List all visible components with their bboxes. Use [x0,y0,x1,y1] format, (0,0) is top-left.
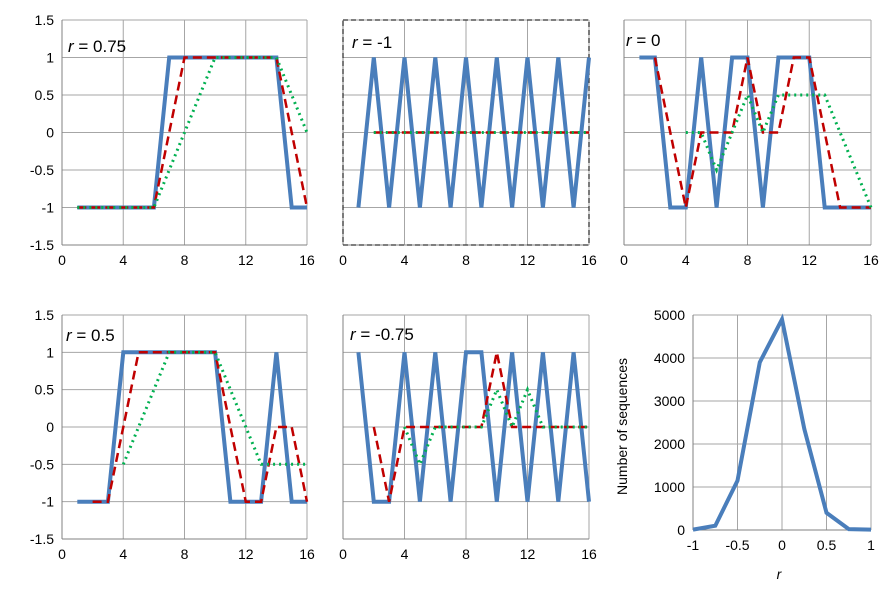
x-tick-label: 8 [462,546,470,562]
y-tick-label: -1 [42,200,55,216]
y-tick-label: 5000 [654,307,685,323]
y-tick-label: 0.5 [35,382,55,398]
y-tick-label: 0 [677,522,685,538]
series-line-green [685,91,873,209]
x-tick-label: 8 [181,546,189,562]
y-tick-label: -0.5 [30,456,54,472]
y-tick-label: 1000 [654,479,685,495]
y-tick-label: -1 [42,494,55,510]
y-tick-label: 1.5 [35,12,55,28]
y-tick-label: 0 [46,125,54,141]
x-tick-label: 12 [801,252,817,268]
series-line-blue [692,313,872,532]
x-tick-label: 4 [682,252,690,268]
series-line-blue [77,350,307,504]
chart-panel-4: 0 4 8 12 16 1.5 1 0.5 0 -0.5 -1 -1.5 r = 0.5 [30,307,315,562]
x-tick-label: 4 [401,546,409,562]
x-tick-label: 0 [339,546,347,562]
x-tick-label: 16 [299,252,315,268]
y-tick-label: 0.5 [35,87,55,103]
panel-annotation: r = 0.5 [66,326,115,345]
x-tick-label: 8 [744,252,752,268]
y-axis-label: Number of sequences [614,358,630,495]
x-tick-label: 0 [620,252,628,268]
x-tick-label: 4 [119,546,127,562]
chart-panel-1: 0 4 8 12 16 1.5 1 0.5 0 -0.5 -1 -1.5 r = 0.75 [30,12,315,268]
x-tick-label: 12 [238,252,254,268]
x-tick-label: 4 [401,252,409,268]
panel-dashed-border [342,19,590,246]
x-tick-label: 0 [58,252,66,268]
chart-panel-2: 0 4 8 12 16 r = -1 [339,19,597,268]
x-tick-label: 0 [339,252,347,268]
panel-annotation: r = -0.75 [350,325,414,344]
x-tick-label: 0 [778,537,786,553]
y-tick-label: 0 [46,419,54,435]
y-tick-label: -1.5 [30,531,54,547]
y-tick-label: 1 [46,50,54,66]
y-tick-label: 4000 [654,350,685,366]
chart-panel-5: 0 4 8 12 16 r = -0.75 [339,314,597,562]
x-tick-label: 8 [181,252,189,268]
x-tick-label: 16 [581,252,597,268]
y-tick-label: -1.5 [30,237,54,253]
x-tick-label: 12 [238,546,254,562]
x-tick-label: 8 [462,252,470,268]
x-axis-label: r [777,566,783,582]
series-line-blue [639,55,871,210]
panel-annotation: r = 0 [626,31,661,50]
x-tick-label: 4 [119,252,127,268]
series-line-red [77,56,309,209]
y-tick-label: 3000 [654,393,685,409]
x-tick-label: -1 [687,537,700,553]
x-tick-label: 16 [863,252,879,268]
series-line-red [653,56,871,209]
y-tick-label: -0.5 [30,162,54,178]
x-tick-label: 0 [58,546,66,562]
panel-annotation: r = 0.75 [68,37,126,56]
y-tick-label: 1 [46,344,54,360]
chart-panel-3: 0 4 8 12 16 r = 0 [620,19,879,268]
y-tick-label: 1.5 [35,307,55,323]
chart-panel-6: -1 -0.5 0 0.5 1 5000 4000 3000 2000 1000 0 r Number … [614,307,875,582]
panel-annotation: r = -1 [352,33,392,52]
x-tick-label: 12 [520,252,536,268]
x-tick-label: 1 [867,537,875,553]
x-tick-label: 16 [299,546,315,562]
x-tick-label: -0.5 [725,537,749,553]
y-tick-label: 2000 [654,436,685,452]
x-tick-label: 16 [581,546,597,562]
x-tick-label: 0.5 [817,537,837,553]
x-tick-label: 12 [520,546,536,562]
